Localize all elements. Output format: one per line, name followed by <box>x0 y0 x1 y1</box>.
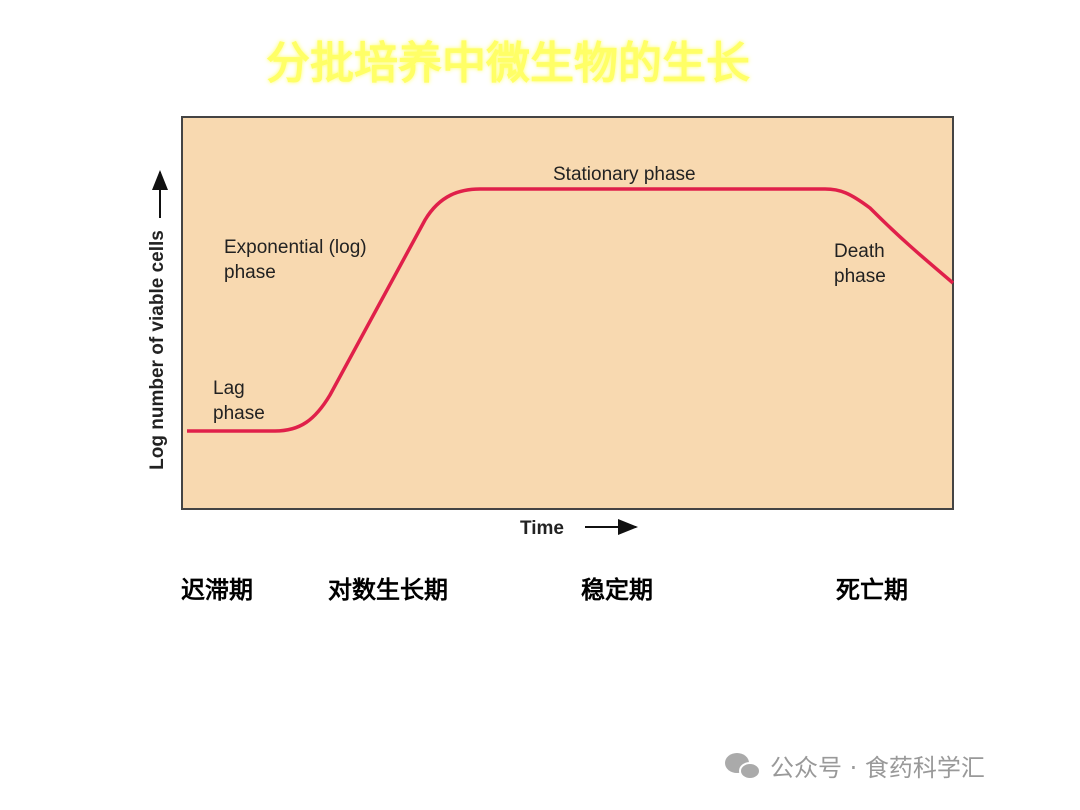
x-axis-label: Time <box>520 518 564 539</box>
plot-area <box>181 116 954 510</box>
phase-label: Death <box>834 241 885 262</box>
phase-label: phase <box>213 403 265 424</box>
phase-label: Stationary phase <box>553 164 696 185</box>
slide-title: 分批培养中微生物的生长 <box>266 38 750 89</box>
phase-name-cn: 迟滞期 <box>181 576 253 604</box>
phase-label: Lag <box>213 378 245 399</box>
phase-name-cn: 稳定期 <box>581 576 653 604</box>
phase-label: phase <box>224 262 276 283</box>
phase-name-cn: 对数生长期 <box>328 576 448 604</box>
phase-name-cn: 死亡期 <box>836 576 908 604</box>
watermark: 公众号 · 食药科学汇 <box>770 754 985 782</box>
wechat-icon <box>725 753 761 780</box>
phase-label: Exponential (log) <box>224 237 367 258</box>
phase-label: phase <box>834 266 886 287</box>
y-axis-label: Log number of viable cells <box>147 230 168 470</box>
growth-curve <box>187 187 955 433</box>
